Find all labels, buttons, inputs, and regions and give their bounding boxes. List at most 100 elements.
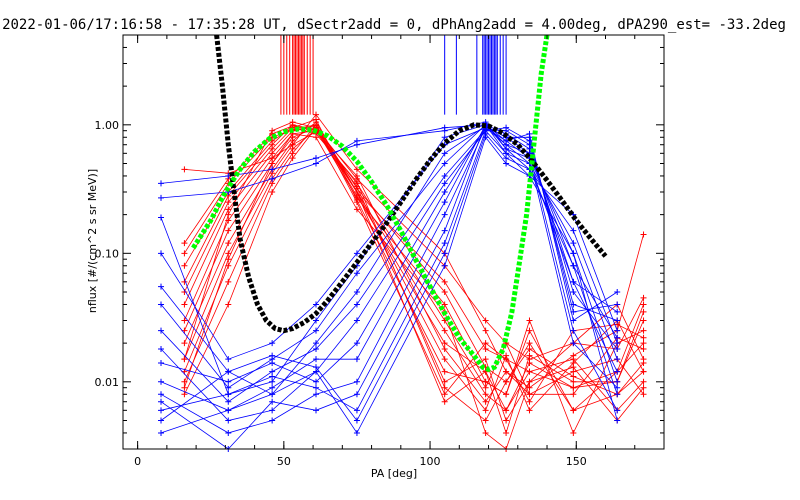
blue-series-data-point: [441, 250, 448, 257]
red-series-data-point: [269, 127, 276, 134]
blue-series-data-point: [353, 270, 360, 277]
blue-series-data-point: [225, 407, 232, 414]
red-series-data-point: [482, 391, 489, 398]
red-series-data-point: [526, 356, 533, 363]
blue-series-data-point: [570, 340, 577, 347]
black-fit-curve: [214, 35, 608, 334]
blue-series-data-point: [225, 384, 232, 391]
blue-series-profile-line: [160, 127, 618, 421]
blue-series-profile-line: [160, 127, 618, 382]
red-series-data-point: [289, 141, 296, 148]
red-series-data-point: [482, 346, 489, 353]
blue-series-data-point: [570, 288, 577, 295]
x-tick-label: 100: [420, 455, 441, 468]
blue-series-data-point: [614, 356, 621, 363]
blue-series-data-point: [614, 327, 621, 334]
blue-series-data-point: [614, 288, 621, 295]
blue-series-data-point: [158, 327, 165, 334]
red-series-data-point: [526, 327, 533, 334]
blue-series-data-point: [269, 340, 276, 347]
blue-series-data-point: [353, 288, 360, 295]
red-series-data-point: [482, 417, 489, 424]
blue-series-data-point: [353, 429, 360, 436]
red-series-data-point: [526, 340, 533, 347]
blue-series-data-point: [353, 137, 360, 144]
red-series-data-point: [482, 398, 489, 405]
red-series-data-point: [181, 384, 188, 391]
red-series-data-point: [640, 317, 647, 324]
red-series-data-point: [570, 378, 577, 385]
blue-series-data-point: [269, 373, 276, 380]
blue-series-data-point: [441, 189, 448, 196]
red-series-data-point: [181, 391, 188, 398]
red-series-data-point: [225, 256, 232, 263]
red-series-data-point: [353, 175, 360, 182]
red-series-data-point: [503, 356, 510, 363]
y-tick-label: 0.10: [95, 247, 120, 260]
red-series-group: [181, 35, 647, 452]
blue-series-data-point: [313, 384, 320, 391]
red-series-data-point: [225, 211, 232, 218]
red-series-data-point: [503, 378, 510, 385]
blue-series-data-point: [614, 346, 621, 353]
red-series-data-point: [181, 250, 188, 257]
red-series-data-point: [482, 429, 489, 436]
red-series-data-point: [526, 346, 533, 353]
red-series-data-point: [482, 384, 489, 391]
blue-series-data-point: [570, 278, 577, 285]
blue-series-data-point: [353, 391, 360, 398]
blue-series-data-point: [269, 417, 276, 424]
red-series-data-point: [353, 189, 360, 196]
fit-curves-group: [191, 35, 608, 373]
blue-series-data-point: [570, 240, 577, 247]
red-series-data-point: [441, 368, 448, 375]
red-series-data-point: [640, 327, 647, 334]
red-series-data-point: [225, 278, 232, 285]
red-series-data-point: [640, 384, 647, 391]
blue-series-data-point: [614, 317, 621, 324]
blue-series-data-point: [313, 327, 320, 334]
blue-series-data-point: [158, 301, 165, 308]
red-series-data-point: [441, 327, 448, 334]
blue-series-data-point: [441, 127, 448, 134]
blue-series-data-point: [225, 356, 232, 363]
blue-series-data-point: [269, 398, 276, 405]
red-series-data-point: [570, 352, 577, 359]
red-series-data-point: [526, 391, 533, 398]
blue-series-data-point: [313, 346, 320, 353]
red-series-data-point: [640, 356, 647, 363]
blue-series-data-point: [225, 429, 232, 436]
blue-series-data-point: [269, 384, 276, 391]
red-series-data-point: [503, 368, 510, 375]
blue-series-data-point: [269, 391, 276, 398]
red-series-data-point: [225, 199, 232, 206]
red-series-data-point: [640, 391, 647, 398]
blue-series-data-point: [313, 317, 320, 324]
blue-series-data-point: [225, 398, 232, 405]
y-axis-label: nflux [#/(cm^2 s sr MeV)]: [86, 169, 99, 313]
red-series-data-point: [640, 301, 647, 308]
blue-series-data-point: [158, 346, 165, 353]
blue-series-data-point: [353, 378, 360, 385]
red-series-data-point: [441, 356, 448, 363]
blue-series-data-point: [313, 368, 320, 375]
blue-series-data-point: [158, 180, 165, 187]
blue-series-data-point: [441, 160, 448, 167]
blue-series-data-point: [503, 155, 510, 162]
blue-series-data-point: [313, 407, 320, 414]
red-series-data-point: [441, 398, 448, 405]
blue-series-data-point: [614, 407, 621, 414]
blue-series-profile-line: [160, 125, 618, 395]
red-series-data-point: [353, 199, 360, 206]
red-series-data-point: [482, 378, 489, 385]
blue-series-data-point: [313, 160, 320, 167]
red-series-data-point: [503, 407, 510, 414]
red-series-data-point: [181, 317, 188, 324]
red-series-data-point: [269, 160, 276, 167]
blue-series-data-point: [353, 356, 360, 363]
blue-series-data-point: [482, 134, 489, 141]
blue-series-data-point: [614, 301, 621, 308]
red-series-data-point: [570, 364, 577, 371]
blue-series-data-point: [158, 391, 165, 398]
